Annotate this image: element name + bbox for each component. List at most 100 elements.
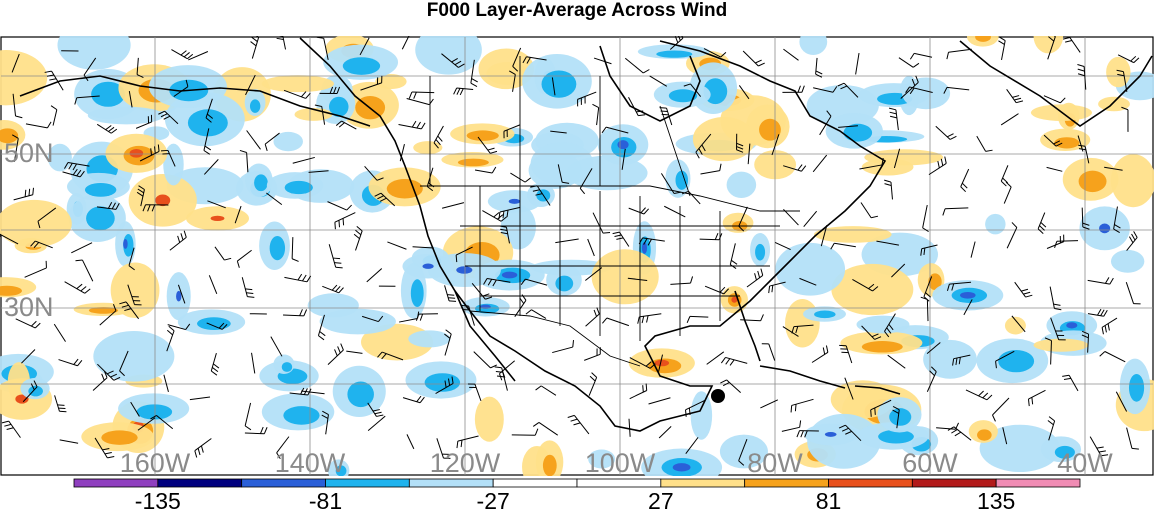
wind-barb xyxy=(738,438,748,466)
negative-anomaly-core xyxy=(283,406,320,425)
wind-barb xyxy=(327,343,344,366)
positive-anomaly-patch xyxy=(110,262,160,319)
wind-barb xyxy=(664,205,686,218)
wind-barb xyxy=(658,354,664,372)
longitude-labels: 160W 140W 120W 100W 80W 60W 40W xyxy=(120,448,1114,476)
wind-barb xyxy=(1126,427,1139,450)
wind-barb xyxy=(236,249,252,268)
wind-barb xyxy=(1125,282,1141,305)
wind-barb xyxy=(266,192,283,206)
negative-anomaly-core xyxy=(335,465,347,476)
negative-anomaly-core xyxy=(814,310,836,319)
wind-barb xyxy=(503,124,521,139)
wind-barb xyxy=(377,351,404,361)
colorbar-box xyxy=(744,478,829,488)
negative-anomaly-patch xyxy=(87,106,165,125)
wind-barb xyxy=(1027,389,1046,407)
negative-anomaly-patch xyxy=(500,204,536,250)
wind-barb xyxy=(1002,427,1008,445)
negative-anomaly-core xyxy=(136,404,173,420)
florida-coastline xyxy=(734,290,761,362)
positive-anomaly-patch xyxy=(591,249,659,305)
positive-anomaly-peak xyxy=(654,359,670,367)
wind-barb xyxy=(720,356,748,366)
negative-anomaly-core xyxy=(281,362,293,372)
wind-barb xyxy=(436,438,451,459)
wind-barb xyxy=(21,349,36,364)
negative-anomaly-core xyxy=(347,381,374,408)
wind-barb xyxy=(942,207,969,216)
wind-barb xyxy=(1,420,21,438)
wind-barb-layer xyxy=(0,36,1141,466)
wind-barb xyxy=(893,148,901,169)
wind-barb xyxy=(1113,206,1121,234)
negative-anomaly-patch xyxy=(902,77,951,110)
wind-barb xyxy=(1117,54,1140,64)
positive-anomaly-patch xyxy=(0,50,48,106)
negative-anomaly-core xyxy=(1128,373,1145,402)
negative-anomaly-core xyxy=(656,50,693,58)
negative-anomaly-peak xyxy=(123,238,128,249)
colorbar-box xyxy=(911,478,997,488)
wind-barb xyxy=(960,168,970,193)
wind-barb xyxy=(1011,315,1026,333)
wind-barb xyxy=(441,53,465,68)
wind-barb xyxy=(136,57,144,79)
wind-barb xyxy=(415,313,438,321)
negative-anomaly-core xyxy=(668,89,698,103)
colorbar-box xyxy=(995,478,1081,488)
wind-barb xyxy=(782,85,805,93)
positive-anomaly-core xyxy=(759,118,781,141)
wind-barb xyxy=(1081,207,1090,230)
longitude-label: 40W xyxy=(1057,448,1113,476)
wind-barb xyxy=(738,206,748,232)
canada-provinces xyxy=(429,56,691,197)
wind-barb xyxy=(891,263,906,278)
wind-barb xyxy=(470,59,478,88)
wind-barb xyxy=(585,267,603,281)
political-borders xyxy=(420,56,800,367)
wind-barb xyxy=(483,277,511,287)
wind-barb xyxy=(59,439,79,444)
wind-barb xyxy=(587,238,595,257)
wind-barb xyxy=(194,438,212,458)
wind-barb xyxy=(1062,37,1081,53)
wind-barb xyxy=(128,247,135,271)
colorbar-box xyxy=(492,478,578,488)
wind-barb xyxy=(444,285,457,302)
positive-anomaly-patch xyxy=(486,62,529,85)
wind-barb xyxy=(482,210,507,222)
wind-barb xyxy=(783,164,807,172)
wind-barb xyxy=(602,317,630,327)
wind-barb xyxy=(522,56,547,64)
negative-anomaly-core xyxy=(410,279,424,308)
wind-barb xyxy=(700,163,722,175)
wind-barb xyxy=(551,77,556,96)
wind-barb xyxy=(1099,351,1126,363)
wind-barb xyxy=(510,172,531,183)
colorbar-boxes xyxy=(73,478,1081,488)
wind-barb xyxy=(150,415,174,430)
wind-barb xyxy=(935,125,957,140)
wind-barb xyxy=(208,275,218,294)
wind-barb xyxy=(799,277,817,286)
wind-barb xyxy=(820,224,828,247)
longitude-label: 100W xyxy=(585,448,656,476)
wind-barb xyxy=(119,301,140,320)
positive-anomaly-core xyxy=(977,429,992,441)
wind-barb xyxy=(1047,416,1056,441)
wind-barb xyxy=(704,285,730,295)
wind-barb xyxy=(163,374,169,393)
wind-barb xyxy=(695,133,712,159)
wind-barb xyxy=(909,52,933,60)
wind-barb xyxy=(593,57,612,65)
wind-barb xyxy=(453,87,474,96)
wind-barb xyxy=(768,281,786,294)
wind-barb xyxy=(291,237,299,262)
negative-anomaly-patch xyxy=(799,36,828,56)
wind-barb xyxy=(387,241,407,250)
wind-barb xyxy=(292,156,315,164)
wind-barb xyxy=(970,241,976,258)
colorbar-tick-label: 27 xyxy=(648,488,674,511)
wind-barb xyxy=(791,324,814,334)
